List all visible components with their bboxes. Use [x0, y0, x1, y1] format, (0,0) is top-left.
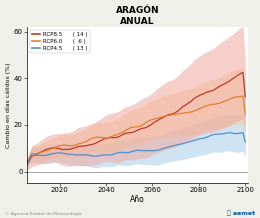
- Legend: RCP8.5      ( 14 ), RCP6.0      (  6 ), RCP4.5      ( 13 ): RCP8.5 ( 14 ), RCP6.0 ( 6 ), RCP4.5 ( 13…: [30, 30, 90, 53]
- Title: ARAGÓN
ANUAL: ARAGÓN ANUAL: [115, 5, 159, 26]
- X-axis label: Año: Año: [130, 195, 145, 204]
- Y-axis label: Cambio en días cálidos (%): Cambio en días cálidos (%): [5, 62, 11, 148]
- Text: 🐦 aemet: 🐦 aemet: [227, 210, 255, 216]
- Text: © Agencia Estatal de Meteorología: © Agencia Estatal de Meteorología: [5, 212, 82, 216]
